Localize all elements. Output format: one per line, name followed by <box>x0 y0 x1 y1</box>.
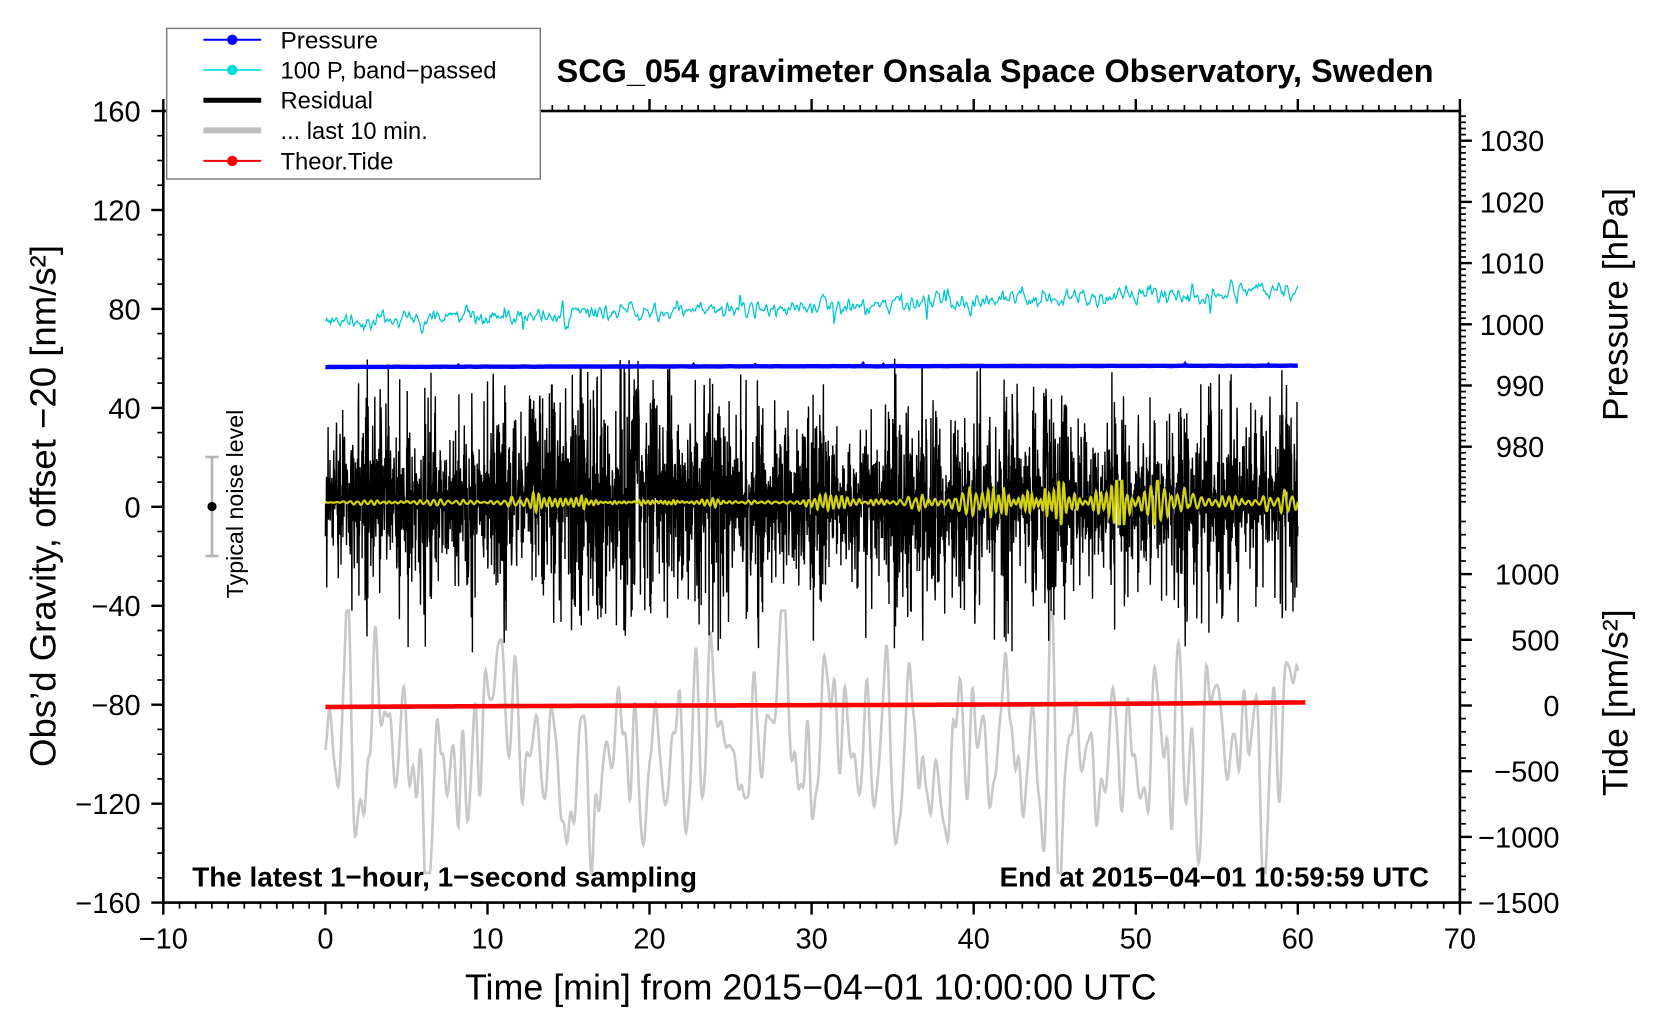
svg-text:−1000: −1000 <box>1478 822 1559 854</box>
svg-text:Time [min] from 2015−04−01 10:: Time [min] from 2015−04−01 10:00:00 UTC <box>465 967 1157 1008</box>
svg-text:1010: 1010 <box>1480 249 1545 281</box>
svg-text:−10: −10 <box>139 923 188 955</box>
svg-text:60: 60 <box>1282 923 1314 955</box>
svg-text:50: 50 <box>1120 923 1152 955</box>
svg-text:Pressure: Pressure <box>281 28 379 54</box>
svg-text:40: 40 <box>108 393 140 425</box>
svg-text:100 P, band−passed: 100 P, band−passed <box>281 58 497 84</box>
svg-text:70: 70 <box>1444 923 1476 955</box>
svg-text:Typical noise level: Typical noise level <box>222 410 248 599</box>
svg-text:1020: 1020 <box>1480 187 1545 219</box>
svg-text:SCG_054 gravimeter Onsala Spac: SCG_054 gravimeter Onsala Space Observat… <box>557 53 1434 89</box>
svg-text:0: 0 <box>1543 691 1559 723</box>
svg-text:20: 20 <box>633 923 665 955</box>
svg-text:10: 10 <box>471 923 503 955</box>
svg-text:Theor.Tide: Theor.Tide <box>281 149 394 175</box>
svg-text:0: 0 <box>124 492 140 524</box>
svg-text:30: 30 <box>795 923 827 955</box>
svg-text:−1500: −1500 <box>1478 888 1559 920</box>
svg-text:120: 120 <box>92 196 140 228</box>
svg-text:0: 0 <box>317 923 333 955</box>
svg-text:Tide [nm/s²]: Tide [nm/s²] <box>1596 609 1636 796</box>
svg-text:−120: −120 <box>75 789 140 821</box>
svg-text:−40: −40 <box>91 591 140 623</box>
svg-text:1000: 1000 <box>1480 310 1545 342</box>
svg-text:40: 40 <box>958 923 990 955</box>
svg-text:Residual: Residual <box>281 89 373 115</box>
svg-text:−160: −160 <box>75 888 140 920</box>
svg-text:Obs’d Gravity, offset −20 [nm/: Obs’d Gravity, offset −20 [nm/s²] <box>23 245 64 767</box>
svg-text:−500: −500 <box>1494 757 1559 789</box>
svg-text:End at 2015−04−01 10:59:59 UTC: End at 2015−04−01 10:59:59 UTC <box>1000 862 1429 893</box>
svg-text:1000: 1000 <box>1495 560 1560 592</box>
svg-text:1030: 1030 <box>1480 126 1545 158</box>
svg-text:80: 80 <box>108 294 140 326</box>
svg-text:−80: −80 <box>91 690 140 722</box>
svg-text:160: 160 <box>92 97 140 129</box>
svg-text:Pressure [hPa]: Pressure [hPa] <box>1597 188 1636 421</box>
svg-text:980: 980 <box>1496 432 1544 464</box>
svg-text:The latest 1−hour, 1−second sa: The latest 1−hour, 1−second sampling <box>192 861 697 892</box>
svg-text:... last 10 min.: ... last 10 min. <box>281 119 428 145</box>
svg-text:500: 500 <box>1511 625 1559 657</box>
svg-text:990: 990 <box>1496 371 1544 403</box>
